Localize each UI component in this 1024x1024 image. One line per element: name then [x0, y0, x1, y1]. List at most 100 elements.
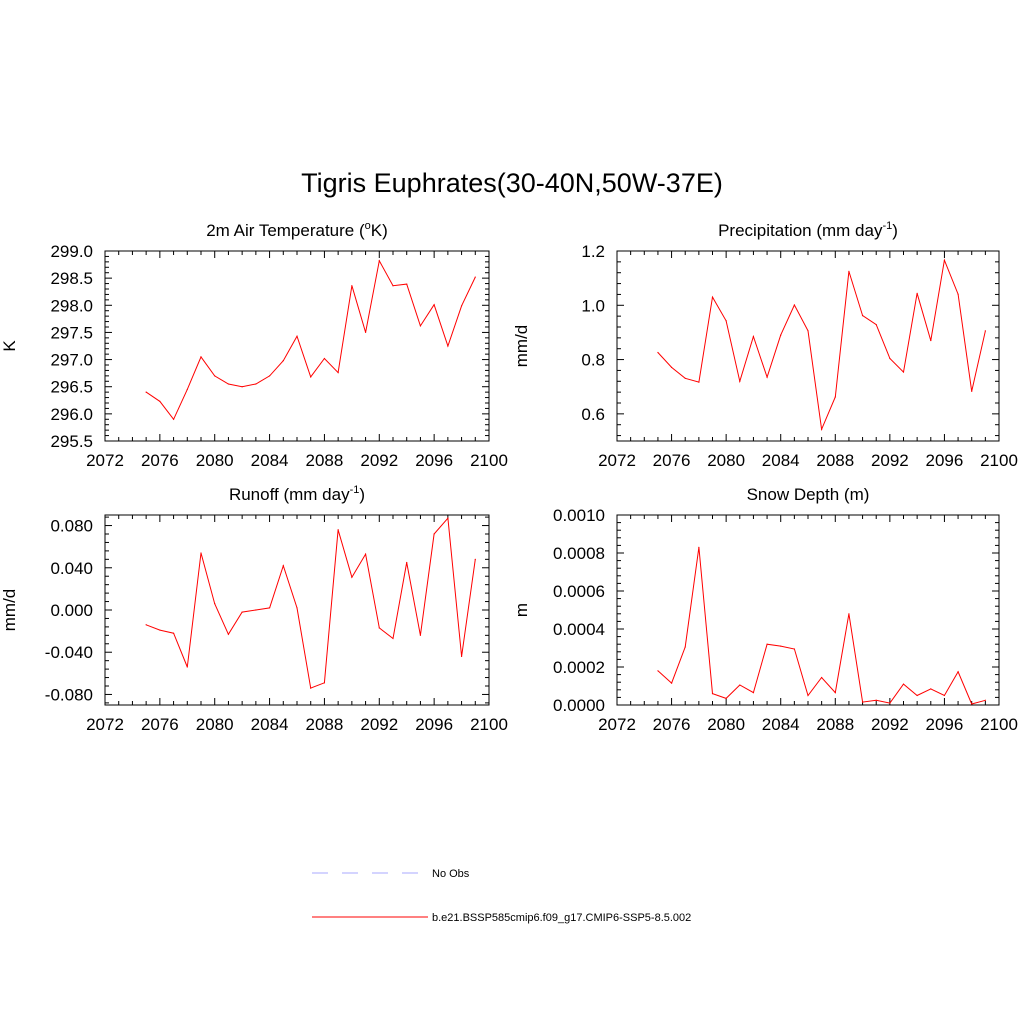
- data-point: [351, 576, 353, 578]
- data-point: [323, 357, 326, 360]
- data-point: [351, 285, 353, 287]
- legend-label: b.e21.BSSP585cmip6.f09_g17.CMIP6-SSP5-8.…: [432, 912, 691, 924]
- legend: No Obs b.e21.BSSP585cmip6.f09_g17.CMIP6-S…: [312, 868, 691, 924]
- data-point: [241, 386, 243, 388]
- data-point: [474, 558, 476, 560]
- data-point: [364, 331, 367, 334]
- data-point: [227, 633, 230, 635]
- data-point: [159, 629, 161, 631]
- data-point: [916, 694, 918, 697]
- x-tick-label: 2100: [980, 451, 1018, 470]
- plot-frame: [616, 250, 1000, 442]
- x-tick-label: 2088: [816, 451, 854, 470]
- chart-panel: 2072 2076 2080 2084 2088 2092 2096 2100 0.6 0.8 1.…: [512, 220, 1018, 470]
- data-point: [943, 694, 946, 697]
- data-point: [698, 381, 700, 383]
- x-tick-label: 2092: [360, 451, 398, 470]
- data-point: [943, 259, 946, 261]
- y-tick-label: 0.0002: [553, 658, 605, 677]
- x-tick-label: 2084: [251, 715, 289, 734]
- x-tick-label: 2088: [816, 715, 854, 734]
- data-point: [670, 682, 673, 684]
- panel-title: Precipitation (mm day-1): [718, 220, 898, 240]
- x-tick-label: 2100: [980, 715, 1018, 734]
- data-point: [433, 533, 435, 535]
- y-axis-label: mm/d: [512, 325, 531, 368]
- y-tick-label: 1.0: [581, 296, 605, 315]
- data-point: [433, 304, 435, 306]
- data-point: [957, 293, 959, 295]
- data-point: [984, 330, 986, 332]
- x-tick-label: 2072: [598, 715, 636, 734]
- data-point: [657, 351, 659, 354]
- y-tick-label: 0.0006: [553, 582, 605, 601]
- x-tick-label: 2080: [196, 715, 234, 734]
- x-tick-label: 2072: [86, 451, 124, 470]
- series-line: [657, 547, 986, 705]
- panel-title: Snow Depth (m): [747, 485, 870, 504]
- x-tick-label: 2088: [306, 715, 344, 734]
- x-tick-label: 2100: [470, 715, 508, 734]
- data-point: [725, 697, 727, 699]
- data-point: [834, 396, 836, 398]
- data-point: [310, 376, 312, 378]
- x-tick-label: 2092: [871, 715, 909, 734]
- x-tick-label: 2096: [415, 451, 453, 470]
- x-tick-label: 2076: [653, 715, 691, 734]
- data-point: [296, 607, 298, 609]
- data-point: [282, 360, 284, 362]
- x-tick-label: 2072: [86, 715, 124, 734]
- y-tick-label: 297.5: [50, 323, 93, 342]
- data-point: [780, 645, 782, 647]
- panel-title: 2m Air Temperature (oK): [206, 220, 388, 240]
- data-point: [698, 546, 700, 548]
- data-point: [848, 270, 850, 272]
- data-point: [861, 315, 864, 317]
- data-point: [875, 323, 877, 326]
- y-tick-label: 297.0: [50, 351, 93, 370]
- data-point: [186, 666, 188, 668]
- data-point: [684, 646, 686, 648]
- data-point: [378, 260, 380, 262]
- data-point: [214, 603, 216, 605]
- data-point: [419, 325, 422, 327]
- data-point: [419, 634, 422, 636]
- data-point: [889, 357, 891, 360]
- data-point: [752, 335, 755, 338]
- y-tick-label: 0.6: [581, 405, 605, 424]
- data-point: [255, 609, 257, 611]
- data-point: [296, 335, 298, 337]
- data-point: [378, 627, 380, 629]
- data-point: [145, 391, 147, 393]
- data-point: [406, 283, 408, 285]
- data-point: [875, 699, 877, 701]
- data-point: [159, 400, 161, 402]
- data-point: [861, 701, 864, 703]
- data-point: [711, 296, 714, 298]
- data-point: [214, 375, 216, 377]
- y-tick-label: 0.040: [50, 559, 93, 578]
- data-point: [834, 692, 836, 694]
- data-point: [807, 330, 809, 332]
- data-point: [323, 682, 326, 684]
- y-tick-label: 299.0: [50, 242, 93, 261]
- data-point: [657, 670, 659, 672]
- data-point: [310, 687, 312, 689]
- x-tick-label: 2100: [470, 451, 508, 470]
- series-line: [657, 258, 986, 432]
- y-tick-label: 296.5: [50, 378, 93, 397]
- data-point: [821, 676, 823, 679]
- data-point: [971, 703, 973, 705]
- x-tick-label: 2092: [871, 451, 909, 470]
- data-point: [984, 699, 986, 701]
- data-point: [739, 380, 741, 382]
- x-tick-label: 2072: [598, 451, 636, 470]
- data-point: [902, 683, 905, 685]
- data-point: [268, 607, 271, 609]
- data-point: [793, 304, 795, 306]
- x-tick-label: 2096: [415, 715, 453, 734]
- data-point: [889, 702, 891, 704]
- data-point: [282, 565, 284, 567]
- series-line: [145, 517, 476, 689]
